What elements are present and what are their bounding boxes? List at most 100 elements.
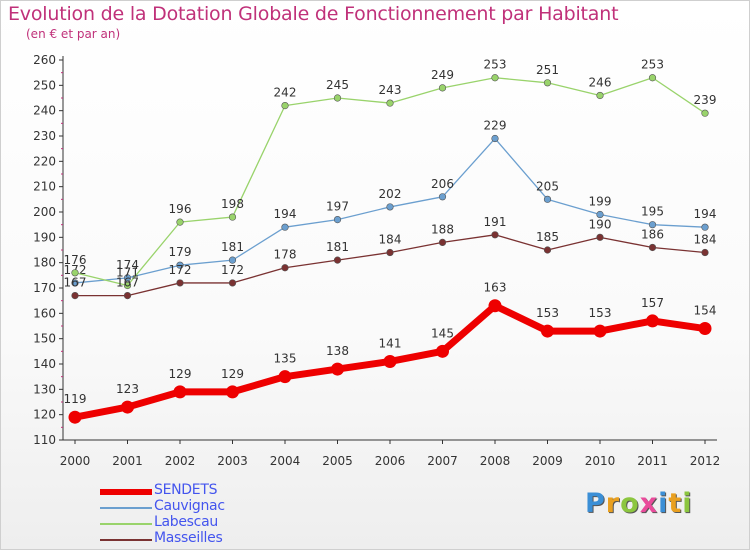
data-label: 154 [694,304,717,318]
data-point [68,410,82,424]
data-point [543,195,552,203]
x-tick-label: 2005 [322,454,353,468]
logo-letter: i [682,488,693,519]
data-label: 239 [694,93,717,107]
logo-letter: t [668,488,683,519]
y-tick-label: 120 [33,408,56,422]
data-point [541,324,554,338]
logo-letter: o [620,488,640,519]
data-label: 194 [274,207,297,221]
data-label: 253 [484,58,507,72]
y-tick-label: 190 [33,230,56,244]
data-label: 185 [536,230,559,244]
x-tick-label: 2012 [690,454,721,468]
data-label: 184 [379,233,402,247]
data-label: 242 [274,86,297,100]
data-label: 251 [536,63,559,77]
data-point [701,109,709,117]
legend: SENDETS Cauvignac Labescau Masseilles [100,482,300,548]
data-point [436,344,449,358]
x-tick-label: 2006 [375,454,406,468]
data-point [121,400,134,414]
legend-swatch [100,489,152,495]
data-point [596,210,604,219]
data-label: 145 [431,326,454,340]
data-point [386,99,394,107]
data-point [176,218,184,226]
data-label: 194 [694,207,717,221]
data-point [596,91,604,100]
data-point [176,261,184,269]
data-point [438,84,447,92]
data-point [648,243,657,252]
data-label: 253 [641,58,664,72]
data-point [383,354,397,368]
data-point [648,74,657,82]
data-label: 135 [274,352,297,366]
data-label: 163 [484,281,507,295]
data-point [386,203,394,211]
data-point [543,246,552,254]
data-point [333,216,342,224]
legend-swatch [100,507,152,509]
chart-subtitle: (en € et par an) [26,27,121,41]
data-point [278,370,292,384]
data-label: 178 [274,248,297,262]
data-label: 181 [326,240,349,254]
data-label: 129 [169,367,192,381]
data-label: 245 [326,78,349,92]
data-label: 157 [641,296,664,310]
data-point [281,264,289,272]
data-label: 191 [484,215,507,229]
data-point [646,314,659,328]
legend-swatch [100,523,152,525]
data-point [701,248,709,257]
data-label: 243 [379,83,402,97]
data-label: 123 [116,382,139,396]
data-label: 167 [116,276,139,290]
legend-item-masseilles: Masseilles [100,530,300,548]
data-label: 249 [431,68,454,82]
y-tick-label: 200 [33,205,56,219]
data-point [331,362,344,376]
x-tick-label: 2008 [480,454,511,468]
data-label: 181 [221,240,244,254]
y-tick-label: 130 [33,382,56,396]
data-point [281,101,289,110]
x-tick-label: 2003 [217,454,248,468]
data-label: 229 [484,119,507,133]
data-point [491,134,499,143]
data-label: 167 [64,276,87,290]
data-point [438,238,447,246]
y-tick-label: 210 [33,180,56,194]
data-label: 199 [589,195,612,209]
data-label: 190 [589,217,612,231]
data-label: 138 [326,344,349,358]
data-point [648,221,657,229]
logo-letter: x [639,488,659,519]
data-point [71,292,79,300]
data-label: 153 [536,306,559,320]
y-tick-label: 230 [33,129,56,143]
data-point [698,322,712,336]
data-point [123,281,132,290]
y-tick-label: 150 [33,332,56,346]
data-point [176,279,184,287]
data-point [281,223,289,231]
data-label: 179 [169,245,192,259]
data-label: 188 [431,222,454,236]
data-point [228,256,237,264]
data-label: 186 [641,227,664,241]
data-point [71,279,79,287]
data-point [71,269,79,277]
y-tick-label: 110 [33,433,56,447]
data-label: 174 [116,258,139,272]
data-label: 172 [221,263,244,277]
data-point [333,94,342,102]
data-label: 197 [326,200,349,214]
data-label: 119 [64,392,87,406]
data-label: 171 [116,265,139,279]
x-tick-label: 2011 [637,454,668,468]
x-tick-label: 2001 [112,454,143,468]
